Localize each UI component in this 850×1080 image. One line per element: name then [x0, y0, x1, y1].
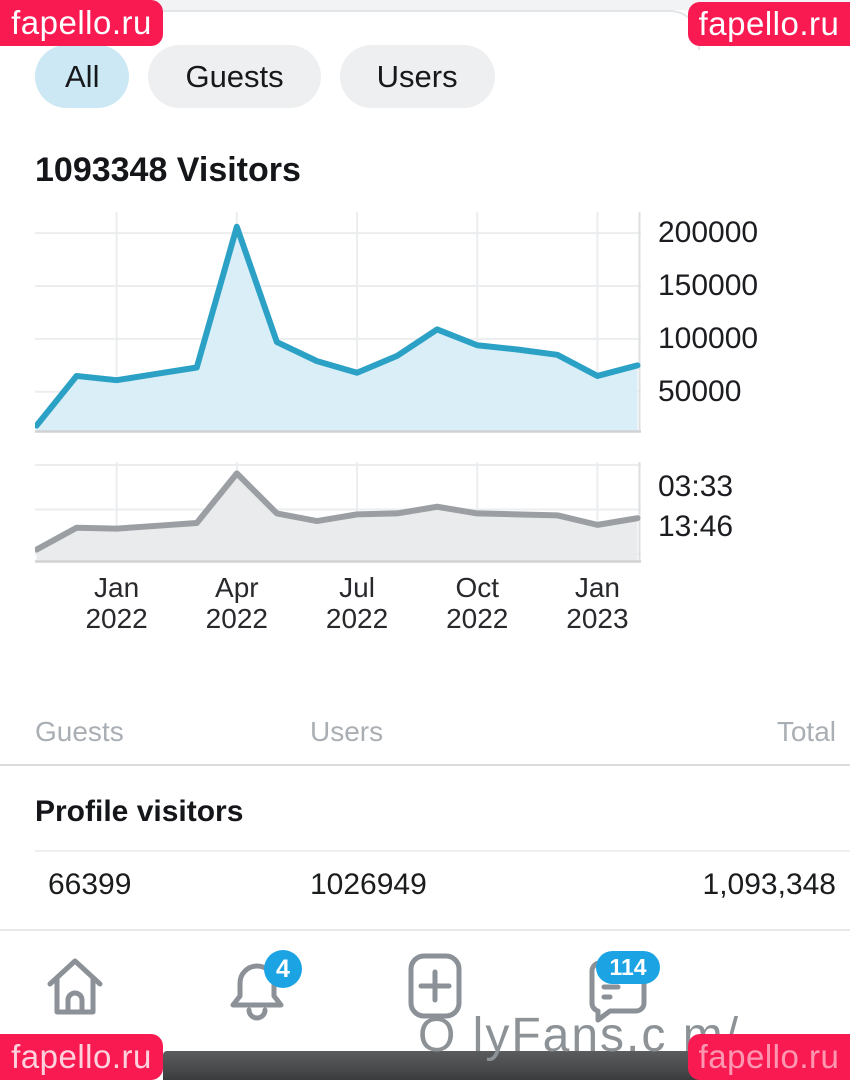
table-header-row: Guests Users Total [0, 716, 850, 748]
watermark-badge-top-right: fapello.ru [688, 2, 850, 46]
divider [35, 850, 850, 852]
x-tick-label: Apr 2022 [205, 572, 268, 634]
x-tick-label: Jan 2022 [85, 572, 148, 634]
column-header-guests: Guests [35, 716, 124, 747]
filter-tabs: All Guests Users [35, 45, 495, 108]
table-row: 66399 1026949 1,093,348 [0, 868, 850, 904]
watermark-badge-bottom-right: fapello.ru [688, 1034, 850, 1080]
top-background-strip [0, 0, 850, 10]
messages-badge: 114 [596, 951, 660, 984]
bottom-navbar [0, 931, 850, 1031]
x-tick-label: Jan 2023 [566, 572, 629, 634]
watermark-badge-top-left: fapello.ru [0, 0, 163, 46]
add-post-icon[interactable] [406, 951, 464, 1021]
divider [0, 929, 850, 931]
x-tick-label: Jul 2022 [325, 572, 389, 634]
guests-value: 66399 [48, 868, 132, 901]
bottom-watermark-text: O lyFans.c m/ [418, 1009, 741, 1062]
total-value: 1,093,348 [702, 868, 836, 901]
tab-all[interactable]: All [35, 45, 130, 108]
tab-users[interactable]: Users [339, 45, 495, 108]
charts-x-axis: Jan 2022 Apr 2022 Jul 2022 Oct 2022 Jan 2023 [35, 572, 641, 636]
x-tick-label: Oct 2022 [446, 572, 509, 634]
page-title: 1093348 Visitors [35, 151, 301, 189]
duration-chart-y-axis: 03:33 13:46 [658, 462, 848, 563]
tab-guests[interactable]: Guests [148, 45, 321, 108]
column-header-total: Total [776, 716, 836, 747]
users-value: 1026949 [310, 868, 427, 901]
column-header-users: Users [310, 716, 384, 747]
y-tick-label: 100000 [658, 321, 759, 355]
notifications-badge: 4 [264, 950, 302, 988]
divider [0, 764, 850, 766]
visitors-chart [35, 212, 641, 433]
duration-chart [35, 462, 641, 563]
y-tick-label: 13:46 [658, 510, 734, 544]
y-tick-label: 03:33 [658, 470, 734, 503]
home-icon[interactable] [42, 952, 108, 1020]
y-tick-label: 50000 [658, 374, 742, 408]
section-title-profile-visitors: Profile visitors [35, 795, 244, 828]
y-tick-label: 200000 [658, 216, 759, 250]
y-tick-label: 150000 [658, 269, 759, 303]
visitors-chart-y-axis: 200000 150000 100000 50000 [658, 212, 848, 433]
watermark-badge-bottom-left: fapello.ru [0, 1034, 163, 1080]
